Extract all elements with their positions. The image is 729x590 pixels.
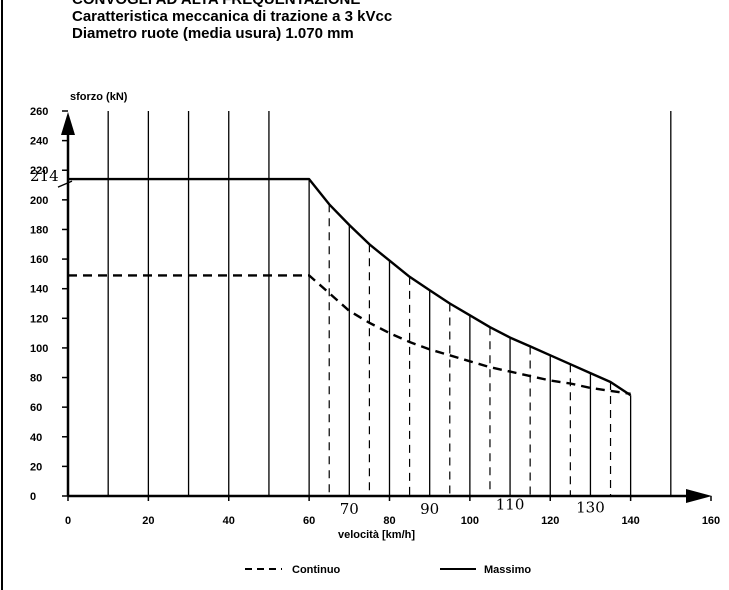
x-tick-label: 0 [65, 515, 71, 527]
y-tick-label: 260 [30, 106, 48, 118]
annotation-speed: 90 [420, 500, 439, 518]
y-tick-label: 140 [30, 284, 48, 296]
annotation-speed: 110 [496, 495, 525, 513]
x-tick-label: 20 [142, 515, 154, 527]
y-tick-label: 40 [30, 432, 42, 444]
x-tick-label: 60 [303, 515, 315, 527]
y-tick-label: 60 [30, 402, 42, 414]
y-tick-label: 160 [30, 254, 48, 266]
x-tick-label: 80 [383, 515, 395, 527]
x-tick-label: 120 [541, 515, 559, 527]
y-tick-label: 120 [30, 313, 48, 325]
annotation-speed: 70 [340, 500, 359, 518]
legend: Continuo Massimo [245, 564, 531, 576]
y-axis-arrow [61, 112, 75, 135]
figure-header-line-3: Diametro ruote (media usura) 1.070 mm [72, 25, 354, 42]
y-tick-label: 100 [30, 343, 48, 355]
y-tick-label: 240 [30, 136, 48, 148]
x-tick-label: 160 [702, 515, 720, 527]
annotation-214-stroke [57, 180, 73, 188]
figure-header-line-1: CONVOGLI AD ALTA FREQUENTAZIONE [72, 0, 360, 8]
x-axis-arrow [686, 489, 712, 503]
page-left-border [1, 0, 3, 590]
annotation-speed: 130 [576, 498, 605, 516]
x-tick-label: 100 [461, 515, 479, 527]
figure-header-line-2: Caratteristica meccanica di trazione a 3… [72, 8, 393, 25]
x-tick-label: 140 [621, 515, 639, 527]
x-axis-label: velocità [km/h] [338, 529, 415, 541]
y-tick-label: 80 [30, 373, 42, 385]
x-tick-label: 40 [223, 515, 235, 527]
annotation-214: 214 [30, 167, 59, 185]
series-continuo-line [68, 274, 631, 395]
legend-massimo-label: Massimo [484, 564, 531, 576]
y-tick-label: 200 [30, 195, 48, 207]
series-massimo-line [68, 177, 632, 397]
y-tick-label: 20 [30, 461, 42, 473]
legend-continuo-label: Continuo [292, 564, 341, 576]
y-axis-label: sforzo (kN) [70, 91, 128, 103]
y-tick-label: 220 [30, 165, 48, 177]
y-tick-label: 180 [30, 224, 48, 236]
y-tick-label: 0 [30, 491, 36, 503]
